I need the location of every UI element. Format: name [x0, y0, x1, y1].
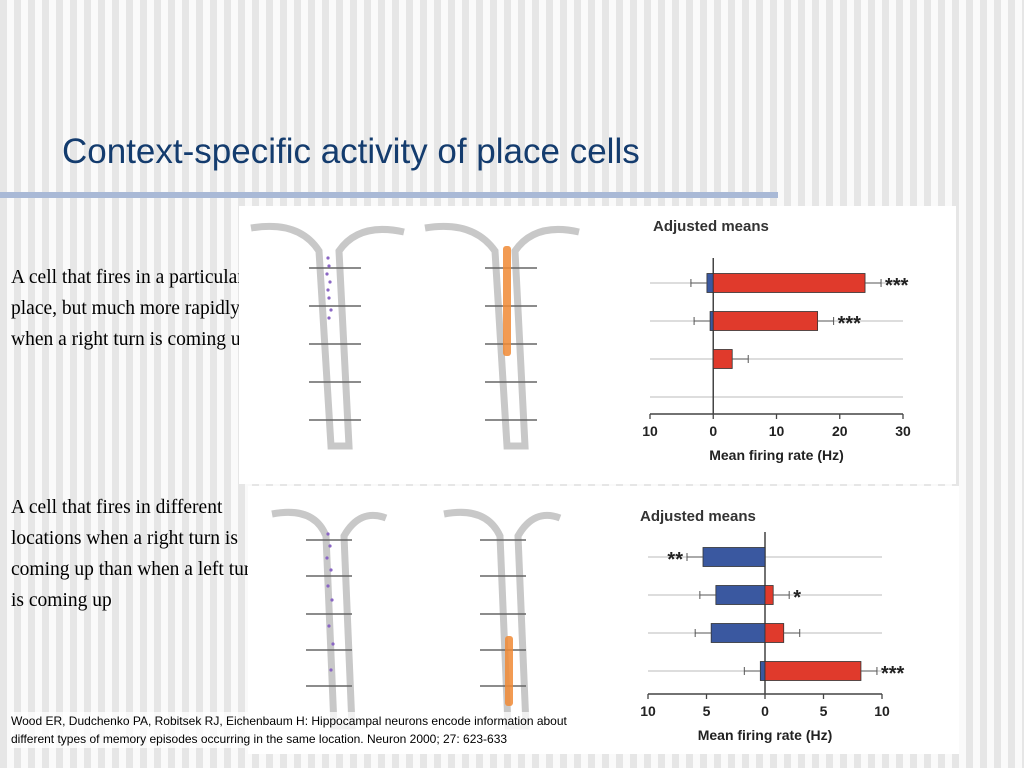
- figure-top-svg: Adjusted means 10 0 10 20 30 Mean firing rate …: [250, 218, 911, 463]
- chart-2-x-tick-label: 5: [703, 703, 711, 719]
- caption-bottom: A cell that fires in different locations…: [11, 497, 261, 611]
- chart-2-x-axis-label: Mean firing rate (Hz): [698, 727, 833, 743]
- chart-2-bar-red: [764, 661, 862, 681]
- chart-2-bar-blue: [702, 547, 766, 567]
- chart-1-x-tick-label: 10: [642, 423, 658, 439]
- chart-1-x-tick-label: 20: [832, 423, 848, 439]
- chart-1-x-axis-label: Mean firing rate (Hz): [709, 447, 844, 463]
- caption-top: A cell that fires in a particular place,…: [11, 267, 251, 350]
- chart-2-title: Adjusted means: [640, 508, 756, 525]
- chart-2-bar-red: [764, 623, 785, 643]
- maze-trace-purple-bottom: [271, 508, 388, 730]
- maze-trace-orange-bottom: [443, 508, 562, 730]
- chart-2-bar-blue: [759, 661, 766, 681]
- figure-panel-bottom: Adjusted means 10 5 0 5 10 Mean firing rate (H…: [248, 486, 959, 754]
- figure-panel-top: Adjusted means 10 0 10 20 30 Mean firing rate …: [239, 206, 956, 484]
- chart-2-bar-blue: [710, 623, 766, 643]
- chart-1-bar-blue: [709, 311, 714, 331]
- chart-2-significance-label: **: [667, 549, 683, 571]
- slide-title: Context-specific activity of place cells: [62, 132, 640, 171]
- chart-1-x-tick-label: 0: [709, 423, 717, 439]
- chart-1-x-tick-label: 30: [895, 423, 911, 439]
- chart-top: Adjusted means 10 0 10 20 30 Mean firing rate …: [642, 218, 911, 463]
- chart-1-bar-red: [712, 311, 819, 331]
- chart-2-bar-blue: [715, 585, 766, 605]
- chart-2-x-tick-label: 10: [874, 703, 890, 719]
- chart-1-significance-label: ***: [885, 275, 909, 297]
- chart-1-x-tick-label: 10: [769, 423, 785, 439]
- chart-1-significance-label: ***: [838, 313, 862, 335]
- title-underline: [0, 192, 778, 198]
- chart-2-significance-label: *: [793, 587, 801, 609]
- chart-2-x-tick-label: 5: [820, 703, 828, 719]
- chart-1-title: Adjusted means: [653, 218, 769, 235]
- reference-citation: Wood ER, Dudchenko PA, Robitsek RJ, Eich…: [11, 712, 571, 748]
- maze-trace-orange: [424, 222, 580, 450]
- chart-1-bar-red: [712, 349, 733, 369]
- chart-2-x-tick-label: 0: [761, 703, 769, 719]
- chart-2-x-tick-label: 10: [640, 703, 656, 719]
- maze-trace-purple: [250, 222, 405, 450]
- chart-1-bar-red: [712, 273, 866, 293]
- chart-2-significance-label: ***: [881, 663, 905, 685]
- chart-bottom: Adjusted means 10 5 0 5 10 Mean firing rate (H…: [640, 508, 905, 743]
- chart-2-bar-red: [764, 585, 774, 605]
- chart-1-bar-blue: [706, 273, 714, 293]
